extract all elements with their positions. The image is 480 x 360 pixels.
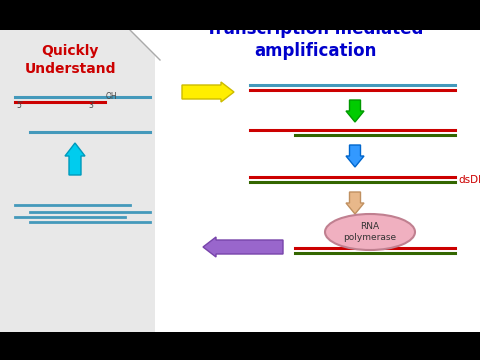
FancyArrow shape [203, 237, 283, 257]
FancyArrow shape [182, 82, 234, 102]
FancyArrow shape [346, 100, 364, 122]
FancyArrow shape [346, 145, 364, 167]
Bar [0, 0, 480, 30]
Text: 5': 5' [16, 101, 23, 110]
Polygon shape [0, 30, 155, 332]
Text: OH: OH [106, 92, 118, 101]
Bar [0, 332, 480, 360]
FancyArrow shape [65, 143, 85, 175]
Text: dsDNA: dsDNA [458, 175, 480, 185]
Text: RNA
polymerase: RNA polymerase [343, 222, 396, 242]
Text: Transcription mediated
amplification: Transcription mediated amplification [206, 20, 424, 60]
FancyArrow shape [346, 192, 364, 214]
Text: 3': 3' [88, 101, 95, 110]
Text: Quickly
Understand: Quickly Understand [24, 44, 116, 76]
Ellipse shape [325, 214, 415, 250]
Bar [0, 30, 480, 332]
